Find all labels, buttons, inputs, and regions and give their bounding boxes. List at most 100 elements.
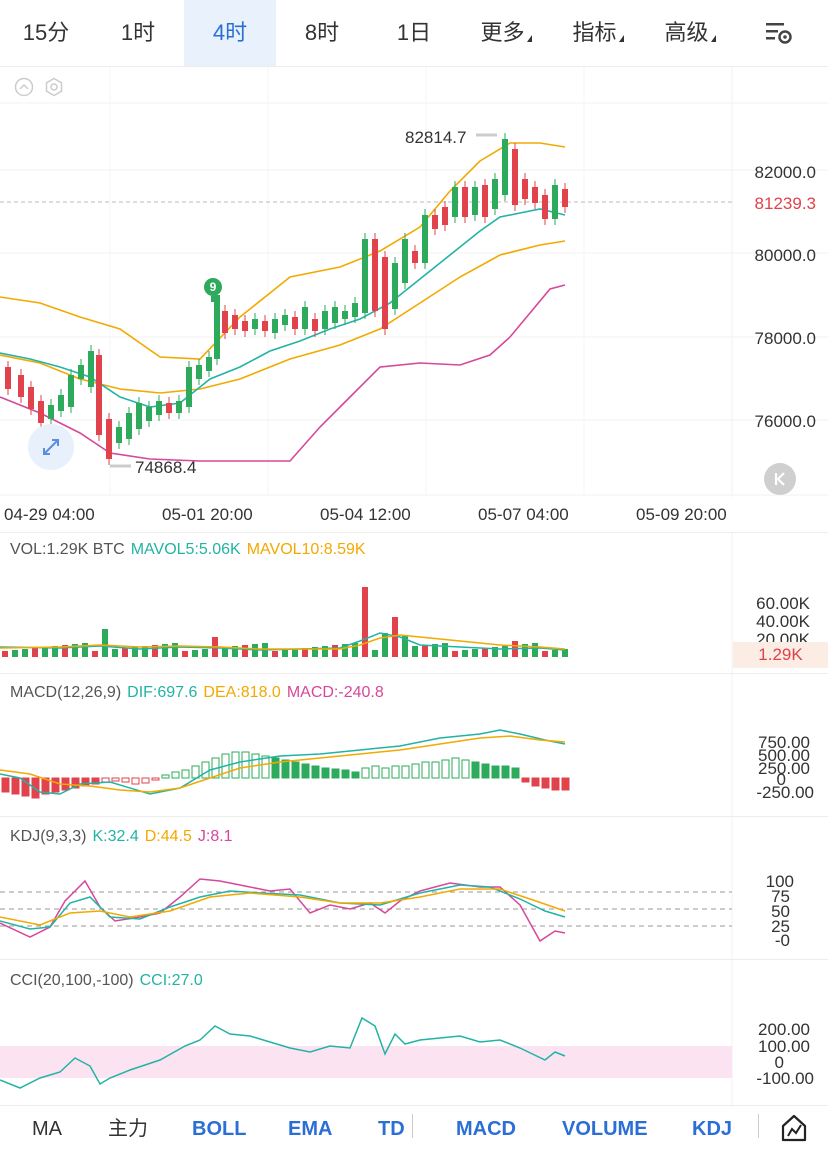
volume-bar: [172, 643, 178, 657]
volume-bar: [412, 646, 418, 657]
macd-histogram-bar: [1, 777, 10, 793]
panel-divider: [0, 673, 828, 674]
tab-label: 1日: [396, 20, 432, 45]
candlestick: [146, 401, 152, 427]
time-axis-tick: 05-04 12:00: [320, 505, 411, 524]
kdj-axis-tick: 75: [771, 887, 790, 906]
macd-histogram-bar: [201, 761, 210, 779]
macd-histogram-bar: [541, 777, 550, 789]
candlestick: [262, 315, 268, 337]
dea-line: [0, 735, 566, 793]
expand-chart-icon[interactable]: [28, 424, 74, 470]
tab-separator: [412, 1114, 413, 1138]
tab-kdj[interactable]: KDJ: [692, 1118, 733, 1140]
tab-td[interactable]: TD: [378, 1118, 405, 1140]
macd-histogram-bar: [321, 767, 330, 779]
candlestick: [372, 233, 378, 317]
cci-axis-tick: 200.00: [758, 1020, 810, 1039]
tab-advanced[interactable]: 高级: [644, 0, 736, 66]
tab-label: 指标: [572, 20, 617, 45]
tab-1h[interactable]: 1时: [92, 0, 184, 66]
collapse-icon[interactable]: [14, 77, 34, 102]
volume-bar: [492, 647, 498, 657]
tab-8h[interactable]: 8时: [276, 0, 368, 66]
macd-histogram-bar: [371, 765, 380, 779]
cci-panel[interactable]: CCI(20,100,-100) CCI:27.0 200.00 100.00 0…: [0, 960, 828, 1105]
macd-histogram-bar: [331, 768, 340, 779]
volume-bar: [392, 617, 398, 657]
d-label: D:44.5: [144, 828, 192, 845]
tab-boll[interactable]: BOLL: [192, 1118, 247, 1140]
tab-ema[interactable]: EMA: [288, 1118, 333, 1140]
tab-15m[interactable]: 15分: [0, 0, 92, 66]
scroll-to-latest-icon[interactable]: [764, 463, 796, 495]
tab-label: 8时: [304, 20, 340, 45]
main-chart-panel[interactable]: 9 82814.7 74868.4 82000.0 81239.3 80000.…: [0, 67, 828, 532]
tab-4h[interactable]: 4时: [184, 0, 276, 66]
candlestick: [392, 257, 398, 315]
volume-bar: [92, 651, 98, 657]
macd-histogram-bar: [411, 763, 420, 779]
candlestick: [332, 301, 338, 329]
volume-bar: [362, 587, 368, 657]
tab-ma[interactable]: MA: [32, 1118, 62, 1140]
indicator-settings-icon[interactable]: [44, 77, 64, 102]
tab-macd[interactable]: MACD: [456, 1118, 516, 1140]
candlestick: [462, 181, 468, 223]
candlestick: [5, 361, 11, 395]
td-signal-badge: 9: [204, 278, 222, 296]
volume-bar: [122, 648, 128, 657]
tab-1d[interactable]: 1日: [368, 0, 460, 66]
volume-bar: [342, 644, 348, 657]
macd-histogram-bar: [531, 777, 540, 787]
macd-histogram-bar: [111, 777, 120, 782]
candlestick: [512, 143, 518, 211]
tab-volume[interactable]: VOLUME: [562, 1118, 648, 1140]
tab-label: 4时: [212, 20, 248, 45]
volume-bar: [12, 650, 18, 657]
volume-axis-tick: 60.00K: [756, 594, 810, 613]
volume-bar: [62, 645, 68, 657]
volume-bar: [312, 647, 318, 657]
volume-bar: [472, 649, 478, 657]
volume-bar: [112, 649, 118, 657]
cci-band: [0, 1046, 732, 1078]
macd-histogram-bar: [71, 777, 80, 789]
macd-histogram-bar: [501, 765, 510, 779]
macd-histogram-bar: [451, 757, 460, 779]
current-volume-label: 1.29K: [733, 642, 828, 668]
kdj-axis-tick: 25: [771, 917, 790, 936]
macd-histogram-bar: [461, 759, 470, 779]
volume-bar: [522, 644, 528, 657]
volume-axis-tick: 40.00K: [756, 612, 810, 631]
tab-indicators[interactable]: 指标: [552, 0, 644, 66]
indicator-tab-bar: MA 主力 BOLL EMA TD MACD VOLUME KDJ: [0, 1105, 828, 1144]
macd-histogram-bar: [241, 751, 250, 779]
interval-tab-bar: 15分 1时 4时 8时 1日 更多 指标 高级: [0, 0, 828, 67]
volume-panel[interactable]: VOL:1.29K BTC MAVOL5:5.06K MAVOL10:8.59K 6…: [0, 533, 828, 673]
volume-bar: [162, 644, 168, 657]
macd-histogram-bar: [161, 774, 170, 779]
tab-label: 高级: [664, 20, 709, 45]
volume-bar: [142, 646, 148, 657]
chart-settings-icon[interactable]: [760, 18, 796, 48]
cci-legend: CCI(20,100,-100) CCI:27.0: [10, 972, 209, 990]
tab-more[interactable]: 更多: [460, 0, 552, 66]
candlestick: [452, 181, 458, 223]
macd-params-label: MACD(12,26,9): [10, 684, 122, 701]
panel-divider: [0, 532, 828, 533]
macd-histogram-bar: [91, 777, 100, 785]
macd-panel[interactable]: MACD(12,26,9) DIF:697.6 DEA:818.0 MACD:-240…: [0, 674, 828, 816]
td-signal-pin: [211, 296, 214, 302]
macd-histogram-bar: [291, 761, 300, 779]
volume-bar: [372, 650, 378, 657]
candlestick: [382, 251, 388, 335]
macd-histogram-bar: [551, 777, 560, 791]
tab-main-force[interactable]: 主力: [108, 1118, 148, 1140]
kdj-panel[interactable]: KDJ(9,3,3) K:32.4 D:44.5 J:8.1 100 75 50 25…: [0, 817, 828, 959]
candlestick: [252, 313, 258, 335]
candlestick: [214, 289, 220, 365]
volume-bar: [542, 651, 548, 657]
macd-histogram-bar: [351, 771, 360, 779]
draw-tool-icon[interactable]: [780, 1114, 808, 1147]
